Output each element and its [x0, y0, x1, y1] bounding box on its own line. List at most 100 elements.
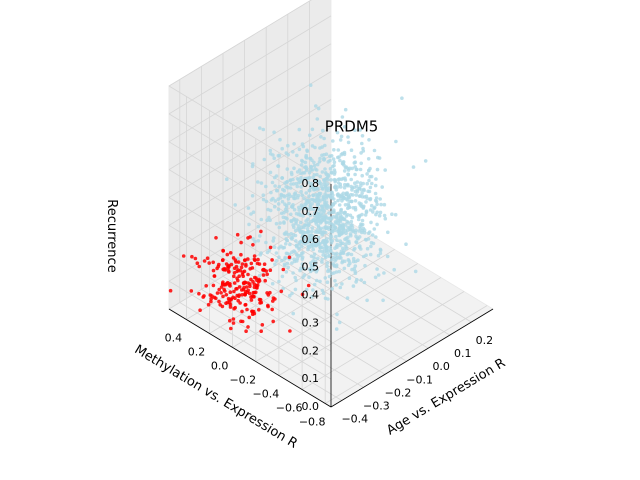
data-point: [316, 106, 321, 111]
data-point: [365, 181, 370, 186]
data-point: [276, 207, 281, 212]
data-point: [317, 160, 322, 164]
data-point: [237, 285, 242, 289]
data-point: [234, 287, 238, 291]
data-point: [251, 237, 255, 241]
data-point: [317, 179, 322, 184]
data-point: [316, 235, 321, 240]
data-point: [317, 194, 322, 198]
data-point: [291, 150, 295, 154]
data-point: [281, 267, 286, 272]
data-point: [333, 178, 337, 183]
data-point: [335, 212, 340, 216]
data-point: [313, 263, 318, 267]
data-point: [284, 242, 288, 246]
data-point: [274, 259, 279, 263]
data-point: [373, 275, 378, 280]
data-point: [297, 147, 302, 152]
data-point: [346, 172, 351, 177]
data-point: [304, 166, 309, 171]
data-point: [301, 230, 306, 234]
data-point: [233, 203, 237, 207]
data-point: [337, 226, 342, 230]
gridline-z: [168, 15, 332, 115]
data-point: [228, 305, 233, 309]
data-point: [326, 174, 331, 178]
data-point: [369, 203, 374, 208]
data-point: [232, 266, 237, 271]
data-point: [322, 215, 326, 220]
data-point: [270, 180, 275, 185]
data-point: [355, 277, 359, 282]
data-point: [286, 143, 290, 148]
data-point: [342, 185, 347, 190]
data-point: [272, 245, 277, 249]
data-point: [271, 153, 275, 157]
data-point: [378, 210, 383, 215]
data-point: [211, 260, 215, 265]
data-point: [302, 238, 306, 242]
data-point: [197, 291, 201, 296]
data-point: [220, 304, 225, 309]
data-point: [262, 157, 267, 162]
data-point: [300, 178, 304, 183]
data-point: [289, 170, 294, 175]
data-point: [272, 156, 277, 161]
data-point: [328, 219, 332, 224]
data-point: [315, 117, 320, 121]
gridline-z: [168, 252, 332, 352]
data-point: [205, 256, 210, 261]
data-point: [193, 256, 198, 261]
data-point: [258, 297, 263, 302]
data-point: [316, 239, 321, 243]
data-point: [338, 252, 342, 256]
data-point: [320, 260, 324, 264]
data-point: [359, 184, 363, 188]
data-point: [293, 228, 298, 233]
data-point: [207, 261, 211, 265]
data-point: [299, 266, 303, 271]
data-point: [360, 191, 364, 196]
data-point: [338, 213, 343, 217]
data-point: [359, 161, 364, 166]
data-point: [423, 159, 428, 163]
data-point: [374, 177, 378, 181]
data-point: [354, 240, 359, 245]
gridline-z: [168, 43, 332, 143]
data-point: [283, 232, 288, 236]
data-point: [330, 190, 334, 195]
data-point: [318, 156, 322, 161]
data-point: [245, 307, 249, 312]
data-point: [346, 258, 351, 262]
data-point: [338, 243, 342, 248]
data-point: [288, 186, 293, 190]
data-point: [370, 181, 374, 186]
data-point: [275, 188, 280, 193]
data-point: [273, 199, 278, 203]
data-point: [353, 189, 358, 194]
data-point: [198, 308, 202, 313]
data-point: [311, 193, 315, 198]
data-point: [328, 245, 333, 250]
data-point: [280, 146, 285, 151]
data-point: [325, 261, 330, 265]
data-point: [320, 170, 325, 174]
gridline-z: [168, 141, 332, 241]
data-point: [231, 317, 236, 321]
data-point: [326, 178, 330, 182]
data-point: [261, 127, 266, 132]
data-point: [265, 218, 269, 222]
data-point: [332, 185, 337, 190]
data-point: [309, 183, 313, 188]
data-point: [298, 220, 303, 225]
z-tick-label: 0.5: [302, 261, 320, 274]
data-point: [342, 125, 347, 129]
data-point: [323, 239, 327, 243]
data-point: [349, 177, 354, 182]
data-point: [284, 270, 289, 274]
data-point: [195, 261, 200, 266]
data-point: [344, 214, 349, 218]
data-point: [240, 293, 244, 297]
data-point: [323, 184, 328, 188]
data-point: [239, 252, 243, 257]
